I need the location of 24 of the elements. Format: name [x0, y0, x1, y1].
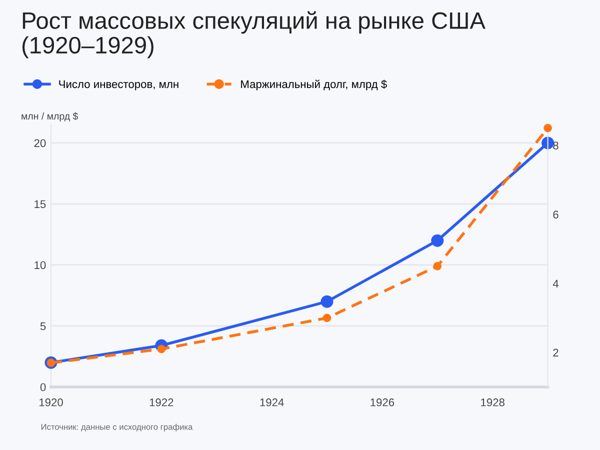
x-tick-label: 1926	[370, 398, 394, 406]
y-tick-label: 10	[34, 261, 46, 270]
y-axis-title: млн / млрд $	[22, 112, 78, 122]
y-tick-label: 5	[40, 322, 46, 330]
text: Источник: данные с исходного графика	[41, 424, 193, 432]
y2-tick-label: 2	[553, 348, 558, 357]
x-tick-label: 1924	[260, 398, 284, 406]
point	[320, 295, 334, 308]
y2-tick-label: 4	[552, 280, 559, 288]
legend-label: Число инвесторов, млн	[59, 80, 178, 90]
y-tick-label: 15	[34, 200, 46, 208]
x-tick-label: 1928	[481, 398, 504, 406]
y-tick-label: 20	[34, 139, 46, 148]
chart-title: Рост массовых спекуляций на рынке США (1920–1929)	[22, 11, 486, 58]
x-tick-label: 1920	[39, 398, 63, 406]
legend-label: Маржинальный долг, млрд $	[241, 80, 387, 90]
y2-tick-label: 8	[553, 142, 558, 150]
y2-tick-label: 6	[553, 210, 558, 219]
point	[544, 124, 552, 132]
y-tick-label: 0	[40, 383, 46, 392]
point	[431, 234, 444, 247]
point	[322, 314, 332, 322]
point	[433, 262, 442, 270]
x-tick-label: 1922	[150, 398, 174, 406]
